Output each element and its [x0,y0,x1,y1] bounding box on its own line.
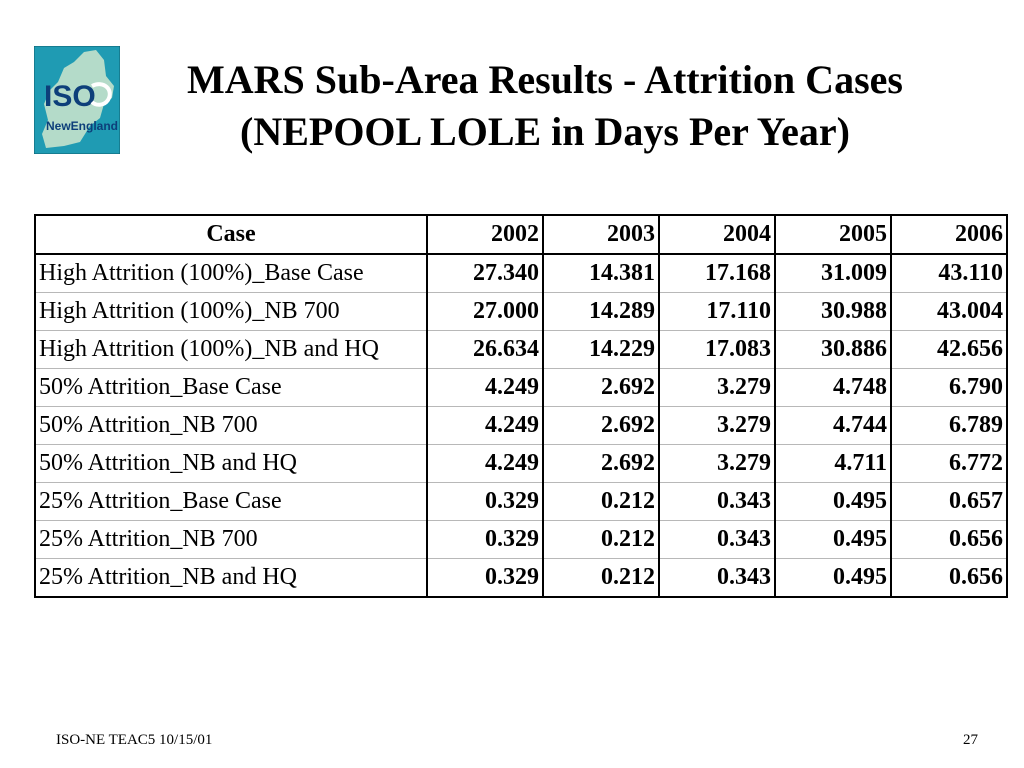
row-value: 0.329 [427,482,544,521]
header-2005: 2005 [775,214,892,255]
row-value: 6.772 [891,444,1008,483]
row-value: 0.329 [427,558,544,598]
row-value: 3.279 [659,368,776,407]
row-value: 6.789 [891,406,1008,445]
row-value: 17.168 [659,253,776,293]
row-value: 4.249 [427,444,544,483]
row-value: 0.343 [659,482,776,521]
table-row: High Attrition (100%)_Base Case 27.340 1… [34,253,1008,293]
row-value: 0.656 [891,558,1008,598]
row-value: 27.340 [427,253,544,293]
row-value: 2.692 [543,444,660,483]
header-2006: 2006 [891,214,1008,255]
row-value: 3.279 [659,444,776,483]
table-row: 50% Attrition_Base Case 4.249 2.692 3.27… [34,368,1008,407]
table-header-row: Case 2002 2003 2004 2005 2006 [34,214,1008,255]
row-value: 17.083 [659,330,776,369]
row-value: 27.000 [427,292,544,331]
row-value: 0.343 [659,558,776,598]
row-value: 43.004 [891,292,1008,331]
row-case-label: High Attrition (100%)_Base Case [34,253,428,293]
row-value: 43.110 [891,253,1008,293]
logo-text-iso: ISO [44,80,96,113]
header-case: Case [34,214,428,255]
table-row: 25% Attrition_NB 700 0.329 0.212 0.343 0… [34,520,1008,559]
results-table-container: Case 2002 2003 2004 2005 2006 High Attri… [34,214,1008,598]
row-value: 14.289 [543,292,660,331]
row-value: 30.886 [775,330,892,369]
row-value: 0.212 [543,558,660,598]
row-case-label: High Attrition (100%)_NB 700 [34,292,428,331]
row-value: 26.634 [427,330,544,369]
row-value: 4.249 [427,368,544,407]
row-case-label: 50% Attrition_NB and HQ [34,444,428,483]
table-row: 50% Attrition_NB 700 4.249 2.692 3.279 4… [34,406,1008,445]
row-value: 2.692 [543,406,660,445]
table-row: High Attrition (100%)_NB and HQ 26.634 1… [34,330,1008,369]
row-value: 30.988 [775,292,892,331]
row-case-label: 25% Attrition_NB and HQ [34,558,428,598]
row-value: 0.656 [891,520,1008,559]
table-row: 25% Attrition_NB and HQ 0.329 0.212 0.34… [34,558,1008,598]
row-value: 4.744 [775,406,892,445]
row-value: 4.711 [775,444,892,483]
header-2002: 2002 [427,214,544,255]
iso-new-england-logo: ISO NewEngland [34,46,120,154]
row-value: 0.495 [775,482,892,521]
title-line-2: (NEPOOL LOLE in Days Per Year) [240,109,850,154]
table-row: High Attrition (100%)_NB 700 27.000 14.2… [34,292,1008,331]
results-table: Case 2002 2003 2004 2005 2006 High Attri… [34,214,1008,598]
row-value: 0.329 [427,520,544,559]
row-value: 31.009 [775,253,892,293]
table-row: 50% Attrition_NB and HQ 4.249 2.692 3.27… [34,444,1008,483]
row-value: 0.657 [891,482,1008,521]
row-value: 14.381 [543,253,660,293]
page-title: MARS Sub-Area Results - Attrition Cases … [120,54,970,158]
title-line-1: MARS Sub-Area Results - Attrition Cases [187,57,903,102]
row-value: 0.343 [659,520,776,559]
row-value: 0.495 [775,520,892,559]
row-value: 0.212 [543,482,660,521]
row-case-label: 25% Attrition_Base Case [34,482,428,521]
row-value: 0.212 [543,520,660,559]
table-row: 25% Attrition_Base Case 0.329 0.212 0.34… [34,482,1008,521]
row-value: 3.279 [659,406,776,445]
row-value: 0.495 [775,558,892,598]
footer-source: ISO-NE TEAC5 10/15/01 [56,732,213,748]
row-value: 6.790 [891,368,1008,407]
row-case-label: 50% Attrition_Base Case [34,368,428,407]
page-number: 27 [963,732,978,748]
row-value: 4.748 [775,368,892,407]
header-2003: 2003 [543,214,660,255]
logo-text-new-england: NewEngland [46,119,118,133]
row-case-label: High Attrition (100%)_NB and HQ [34,330,428,369]
row-value: 14.229 [543,330,660,369]
row-case-label: 50% Attrition_NB 700 [34,406,428,445]
row-value: 17.110 [659,292,776,331]
row-value: 4.249 [427,406,544,445]
row-value: 42.656 [891,330,1008,369]
header-2004: 2004 [659,214,776,255]
row-case-label: 25% Attrition_NB 700 [34,520,428,559]
row-value: 2.692 [543,368,660,407]
